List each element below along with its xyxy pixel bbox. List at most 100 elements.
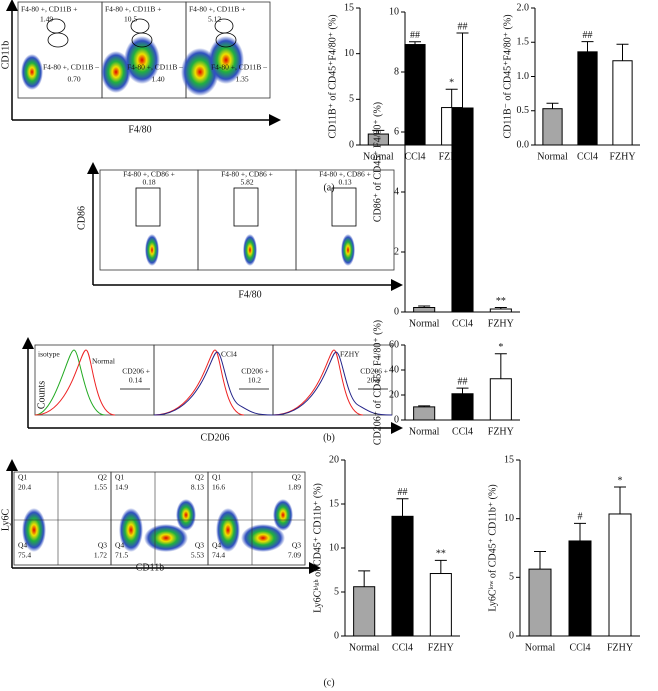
gate-label: CD206 + (241, 367, 269, 376)
y-tick-label: 5 (349, 94, 354, 105)
gate-value: 1.40 (151, 75, 164, 84)
gate-value: 0.70 (67, 75, 80, 84)
y-axis-label: CD11B⁺ of CD45⁺F4/80⁺ (%) (327, 14, 338, 138)
quadrant-label: Q3 (98, 541, 107, 550)
y-tick-label: 0.5 (517, 105, 530, 116)
significance: # (578, 512, 583, 523)
bar (612, 60, 633, 146)
significance: ** (496, 296, 506, 307)
quadrant-label: Q2 (98, 473, 107, 482)
x-tick-label: Normal (537, 151, 568, 162)
y-tick-label: 1.5 (517, 37, 530, 48)
quadrant-value: 71.5 (115, 551, 128, 560)
y-tick-label: 0 (394, 414, 399, 425)
histogram-curve (34, 349, 106, 416)
significance: * (618, 475, 623, 486)
curve-label: CCl4 (221, 350, 237, 359)
x-tick-label: CCl4 (577, 151, 598, 162)
cell-cloud (273, 499, 293, 531)
gate-label: F4-80 +, CD11B + (105, 5, 162, 14)
bar (568, 540, 592, 637)
bar (528, 568, 552, 637)
gate-value: 1.49 (40, 15, 53, 24)
gate-value: 5.12 (208, 15, 221, 24)
y-tick-label: 0 (509, 630, 514, 641)
error-bar (574, 522, 586, 541)
quadrant-value: 16.6 (212, 483, 225, 492)
y-tick-label: 60 (389, 339, 399, 350)
plot-frame (207, 471, 306, 566)
histogram-curve (153, 349, 245, 416)
x-tick-label: Normal (363, 151, 394, 162)
bar (429, 573, 452, 637)
quadrant-value: 14.9 (115, 483, 128, 492)
significance: ## (398, 487, 408, 498)
bar (391, 515, 414, 637)
cell-cloud (216, 508, 240, 552)
bar (413, 307, 436, 313)
gate-label: F4-80 +, CD86 + (221, 170, 273, 179)
x-tick-label: CCl4 (392, 642, 413, 653)
quadrant-label: Q4 (115, 541, 124, 550)
error-bar (494, 307, 507, 309)
x-tick-label: FZHY (428, 642, 454, 653)
x-tick-label: Normal (525, 642, 556, 653)
y-axis-label: CD86⁺ of CD45⁺ F4/80⁺ (%) (372, 102, 383, 222)
curve-label: isotype (38, 350, 60, 359)
gate-value: 10.2 (248, 376, 261, 385)
significance: * (449, 78, 454, 89)
y-tick-label: 20 (329, 454, 339, 465)
x-tick-label: CCl4 (569, 642, 590, 653)
x-tick-label: FZHY (488, 318, 514, 329)
quadrant-value: 8.13 (191, 483, 204, 492)
gate-label: F4-80 +, CD11B – (43, 63, 99, 72)
gate (135, 187, 161, 227)
error-bar (616, 43, 629, 61)
y-tick-label: 0 (349, 139, 354, 150)
gate-label: F4-80 +, CD11B – (127, 63, 183, 72)
gate-value: 20.8 (367, 376, 380, 385)
gate (47, 32, 69, 48)
quadrant-label: Q4 (18, 541, 27, 550)
y-tick-label: 15 (504, 454, 514, 465)
axis-label: Ly6C (0, 509, 11, 532)
error-bar (418, 305, 431, 308)
bar (542, 108, 563, 146)
y-tick-label: 20 (389, 389, 399, 400)
plot-frame (272, 344, 393, 416)
y-tick-label: 0 (334, 630, 339, 641)
bar (608, 513, 632, 637)
panel-label: (a) (323, 182, 334, 193)
quadrant-value: 75.4 (18, 551, 31, 560)
gate-value: 0.18 (142, 178, 155, 187)
error-bar (546, 102, 559, 109)
significance: ## (583, 30, 593, 41)
error-bar (534, 551, 546, 570)
quadrant-value: 1.89 (288, 483, 301, 492)
gate-label: CD206 + (122, 367, 150, 376)
x-tick-label: Normal (349, 642, 380, 653)
y-axis-label: CD206⁺ of CD45⁺ F4/80⁺ (%) (372, 320, 383, 445)
axis-label: CD11b (136, 562, 165, 573)
significance: ## (410, 30, 420, 41)
bar (353, 586, 376, 637)
cell-cloud (21, 54, 43, 90)
quadrant-label: Q2 (292, 473, 301, 482)
quadrant-value: 74.4 (212, 551, 225, 560)
gate (131, 32, 153, 48)
gate (215, 32, 237, 48)
panel-label: (c) (323, 677, 334, 688)
error-bar (494, 353, 507, 379)
axis-label: CD86 (76, 206, 87, 230)
bar (404, 44, 426, 146)
quadrant-value: 1.55 (94, 483, 107, 492)
error-bar (456, 32, 469, 108)
x-tick-label: Normal (409, 426, 440, 437)
quadrant-value: 1.72 (94, 551, 107, 560)
bar (489, 308, 512, 313)
y-tick-label: 0 (394, 306, 399, 317)
error-bar (456, 387, 469, 394)
y-tick-label: 5 (509, 572, 514, 583)
bar (451, 393, 474, 421)
gate-label: F4-80 +, CD11B + (189, 5, 246, 14)
